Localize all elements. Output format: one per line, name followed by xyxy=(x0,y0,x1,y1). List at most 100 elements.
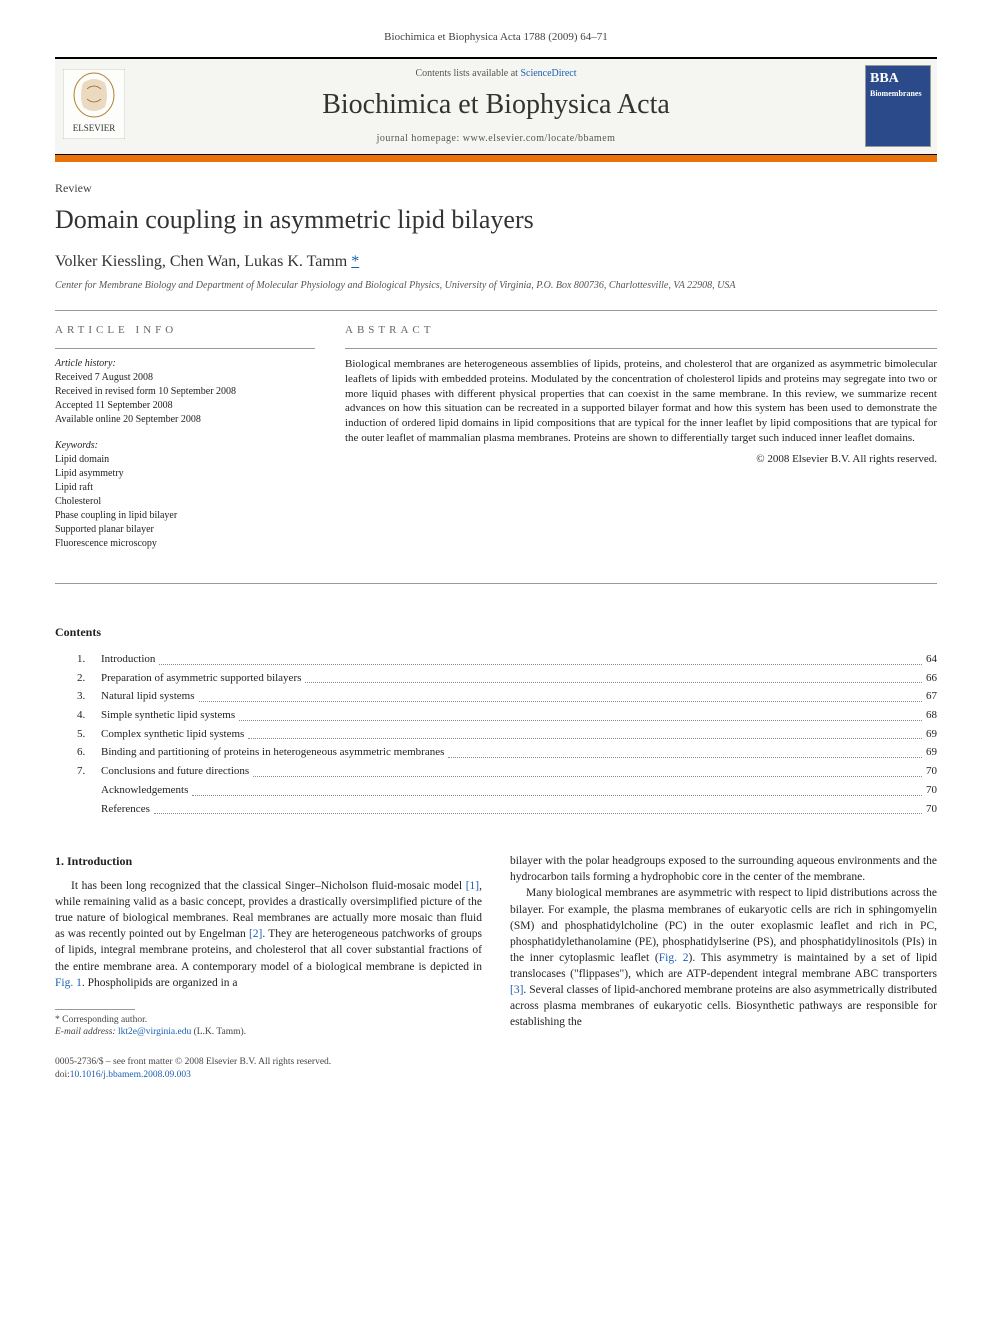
toc-row[interactable]: 4.Simple synthetic lipid systems 68 xyxy=(55,706,937,725)
footnote-separator xyxy=(55,1009,135,1010)
keyword: Cholesterol xyxy=(55,495,315,509)
toc-page: 64 xyxy=(926,650,937,669)
toc-number: 1. xyxy=(77,650,101,669)
corresponding-author-link[interactable]: * xyxy=(351,253,359,270)
divider xyxy=(345,348,937,349)
toc-row[interactable]: 2.Preparation of asymmetric supported bi… xyxy=(55,669,937,688)
contents-heading: Contents xyxy=(55,624,937,640)
svg-text:ELSEVIER: ELSEVIER xyxy=(73,123,116,133)
toc-title: Simple synthetic lipid systems xyxy=(101,706,235,725)
toc-number: 5. xyxy=(77,725,101,744)
article-info-heading: ARTICLE INFO xyxy=(55,323,315,338)
history-label: Article history: xyxy=(55,357,315,371)
toc-page: 69 xyxy=(926,743,937,762)
journal-title: Biochimica et Biophysica Acta xyxy=(133,86,859,124)
citation-link[interactable]: [3] xyxy=(510,984,523,996)
keyword: Lipid raft xyxy=(55,481,315,495)
citation-link[interactable]: [2] xyxy=(249,928,262,940)
keyword: Supported planar bilayer xyxy=(55,523,315,537)
orange-accent-bar xyxy=(55,154,937,162)
abstract-text: Biological membranes are heterogeneous a… xyxy=(345,357,937,446)
elsevier-logo-icon: ELSEVIER xyxy=(63,69,125,139)
toc-number: 6. xyxy=(77,743,101,762)
figure-link[interactable]: Fig. 2 xyxy=(659,952,689,964)
toc-leader-dots xyxy=(305,669,922,684)
keywords-label: Keywords: xyxy=(55,439,315,453)
toc-title: Preparation of asymmetric supported bila… xyxy=(101,669,301,688)
toc-title: Binding and partitioning of proteins in … xyxy=(101,743,444,762)
history-online: Available online 20 September 2008 xyxy=(55,413,315,427)
doi-prefix: doi: xyxy=(55,1070,70,1080)
cover-tag: BBA xyxy=(870,70,926,89)
toc-page: 68 xyxy=(926,706,937,725)
authors-names: Volker Kiessling, Chen Wan, Lukas K. Tam… xyxy=(55,253,351,270)
footer-copyright: 0005-2736/$ – see front matter © 2008 El… xyxy=(55,1056,937,1081)
toc-row[interactable]: Acknowledgements 70 xyxy=(55,781,937,800)
body-text: It has been long recognized that the cla… xyxy=(71,880,466,892)
footer-doi-line: doi:10.1016/j.bbamem.2008.09.003 xyxy=(55,1069,937,1081)
toc-row[interactable]: 1.Introduction64 xyxy=(55,650,937,669)
article-type: Review xyxy=(55,180,937,196)
body-paragraph: Many biological membranes are asymmetric… xyxy=(510,885,937,1030)
abstract-column: ABSTRACT Biological membranes are hetero… xyxy=(345,323,937,563)
toc-page: 70 xyxy=(926,800,937,819)
toc-page: 66 xyxy=(926,669,937,688)
body-paragraph: bilayer with the polar headgroups expose… xyxy=(510,853,937,885)
toc-leader-dots xyxy=(159,650,922,665)
toc-page: 69 xyxy=(926,725,937,744)
abstract-copyright: © 2008 Elsevier B.V. All rights reserved… xyxy=(345,452,937,467)
body-text: . Phospholipids are organized in a xyxy=(82,977,238,989)
divider xyxy=(55,348,315,349)
toc-row[interactable]: 7.Conclusions and future directions70 xyxy=(55,762,937,781)
doi-link[interactable]: 10.1016/j.bbamem.2008.09.003 xyxy=(70,1070,191,1080)
citation-link[interactable]: [1] xyxy=(466,880,479,892)
article-history-block: Article history: Received 7 August 2008 … xyxy=(55,357,315,427)
figure-link[interactable]: Fig. 1 xyxy=(55,977,82,989)
keyword: Fluorescence microscopy xyxy=(55,537,315,551)
article-title: Domain coupling in asymmetric lipid bila… xyxy=(55,202,937,237)
toc-row[interactable]: 5.Complex synthetic lipid systems 69 xyxy=(55,725,937,744)
header-citation: Biochimica et Biophysica Acta 1788 (2009… xyxy=(55,30,937,45)
toc-page: 70 xyxy=(926,781,937,800)
masthead-center: Contents lists available at ScienceDirec… xyxy=(133,59,859,154)
toc-title: Complex synthetic lipid systems xyxy=(101,725,244,744)
toc-title: Natural lipid systems xyxy=(101,687,195,706)
homepage-url: www.elsevier.com/locate/bbamem xyxy=(463,133,616,144)
contents-available-line: Contents lists available at ScienceDirec… xyxy=(133,67,859,81)
toc-row[interactable]: References 70 xyxy=(55,800,937,819)
journal-cover-box: BBA Biomembranes xyxy=(859,59,937,153)
history-accepted: Accepted 11 September 2008 xyxy=(55,399,315,413)
authors-line: Volker Kiessling, Chen Wan, Lukas K. Tam… xyxy=(55,251,937,273)
divider xyxy=(55,310,937,311)
footer-line1: 0005-2736/$ – see front matter © 2008 El… xyxy=(55,1056,937,1068)
toc-list: 1.Introduction642.Preparation of asymmet… xyxy=(55,650,937,818)
toc-leader-dots xyxy=(239,706,922,721)
keywords-block: Keywords: Lipid domain Lipid asymmetry L… xyxy=(55,439,315,551)
toc-row[interactable]: 3.Natural lipid systems67 xyxy=(55,687,937,706)
journal-cover-icon: BBA Biomembranes xyxy=(865,65,931,147)
contents-prefix: Contents lists available at xyxy=(415,68,520,79)
toc-number: 3. xyxy=(77,687,101,706)
toc-number: 2. xyxy=(77,669,101,688)
toc-leader-dots xyxy=(448,743,922,758)
keyword: Phase coupling in lipid bilayer xyxy=(55,509,315,523)
toc-number xyxy=(77,781,101,800)
toc-title: Acknowledgements xyxy=(101,781,188,800)
email-footnote: E-mail address: lkt2e@virginia.edu (L.K.… xyxy=(55,1026,482,1038)
info-abstract-row: ARTICLE INFO Article history: Received 7… xyxy=(55,323,937,563)
toc-leader-dots xyxy=(248,725,922,740)
body-paragraph: It has been long recognized that the cla… xyxy=(55,878,482,991)
toc-title: References xyxy=(101,800,150,819)
corresponding-author-footnote: * Corresponding author. xyxy=(55,1014,482,1026)
toc-row[interactable]: 6.Binding and partitioning of proteins i… xyxy=(55,743,937,762)
toc-number: 4. xyxy=(77,706,101,725)
toc-number xyxy=(77,800,101,819)
email-label: E-mail address: xyxy=(55,1027,118,1037)
toc-leader-dots xyxy=(192,781,922,796)
cover-sub: Biomembranes xyxy=(870,89,926,100)
body-text: . Several classes of lipid-anchored memb… xyxy=(510,984,937,1028)
sciencedirect-link[interactable]: ScienceDirect xyxy=(520,68,576,79)
email-suffix: (L.K. Tamm). xyxy=(191,1027,246,1037)
affiliation: Center for Membrane Biology and Departme… xyxy=(55,279,937,293)
email-link[interactable]: lkt2e@virginia.edu xyxy=(118,1027,191,1037)
